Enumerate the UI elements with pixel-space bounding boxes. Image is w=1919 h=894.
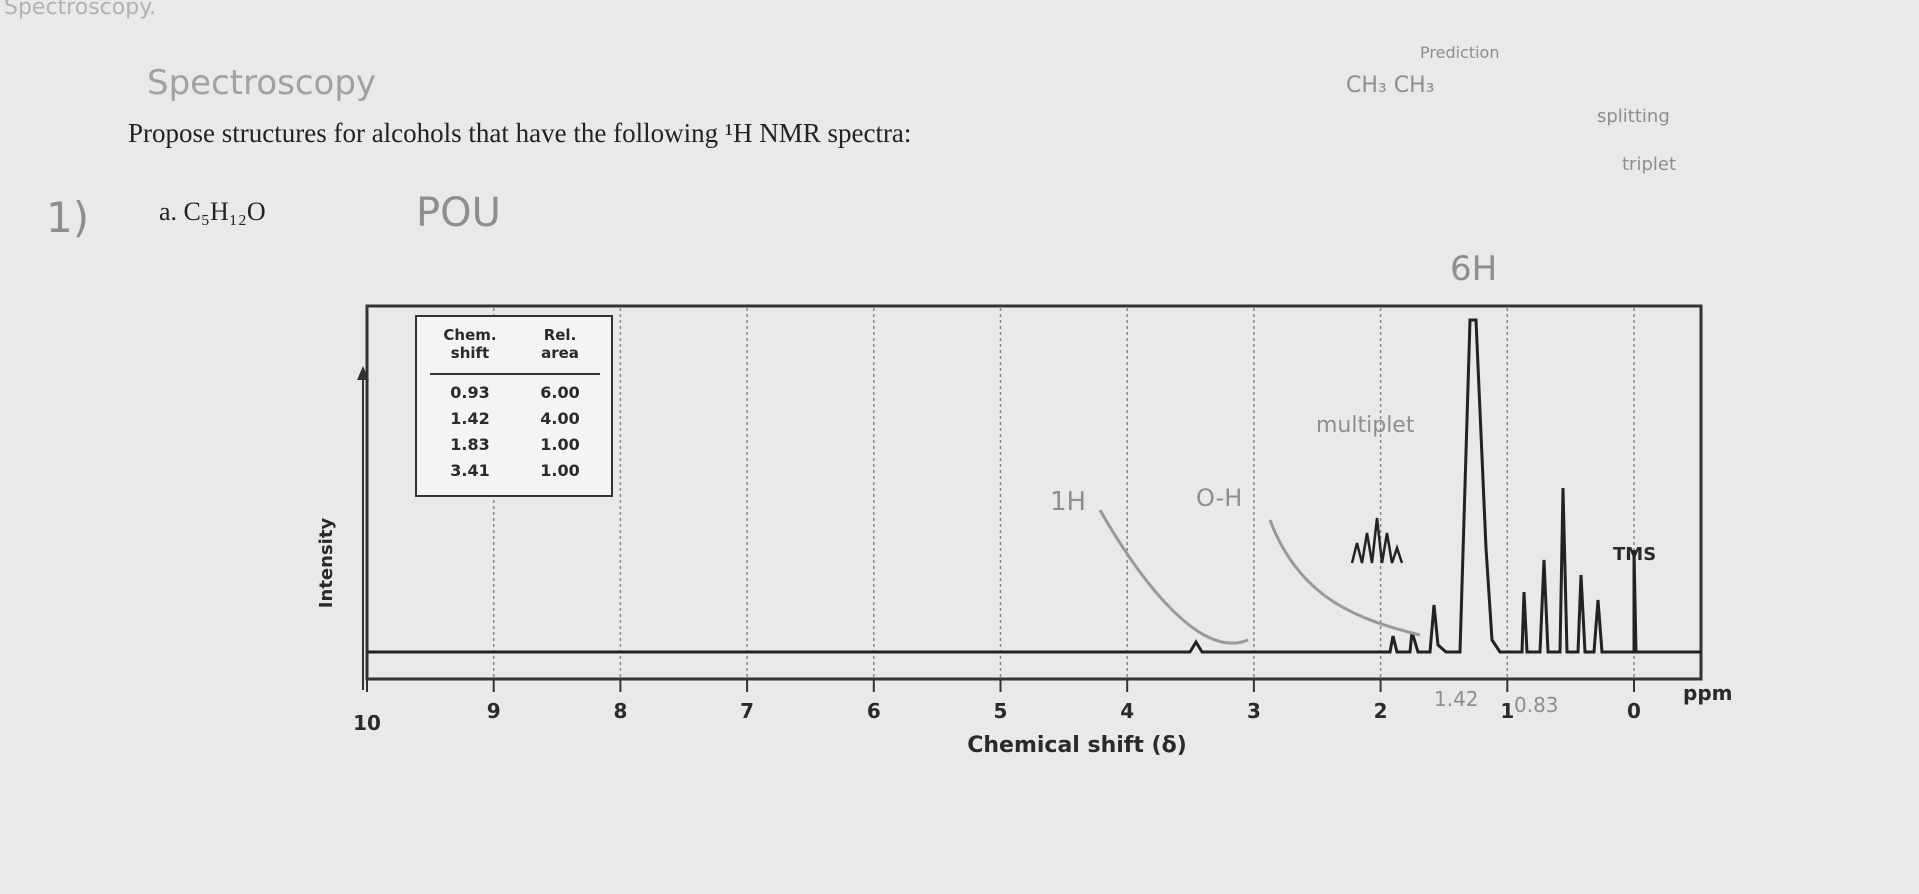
table-box	[415, 315, 613, 497]
annotation: O-H	[1196, 484, 1242, 512]
note: POU	[416, 190, 501, 236]
handwritten-title: Spectroscopy	[147, 63, 376, 103]
x-tick-label: 4	[1120, 699, 1134, 723]
table-cell: 1.83	[450, 435, 489, 454]
x-tick-label: 6	[867, 699, 881, 723]
table-cell: 3.41	[450, 461, 489, 480]
pencil-curve	[1268, 519, 1421, 637]
annotation: splitting	[1597, 106, 1670, 127]
header-word: Rel.	[544, 326, 577, 344]
annotation: 1.42	[1434, 687, 1479, 711]
unit: ppm	[1683, 681, 1732, 705]
faded-title: Spectroscopy.	[4, 0, 156, 20]
annotation: CH₃ CH₃	[1346, 73, 1434, 98]
annotation: Prediction	[1420, 43, 1499, 62]
table-cell: 4.00	[540, 409, 579, 428]
problem-label: a. C₅H₁₂O	[159, 197, 266, 226]
x-tick-label: 5	[994, 699, 1008, 723]
header-word: shift	[451, 344, 489, 362]
expansion-trace	[1350, 517, 1404, 564]
spectrum-trace	[367, 318, 1701, 654]
pencil-curve	[1098, 509, 1249, 645]
problem-number: 1)	[46, 193, 89, 242]
x-tick-label: 2	[1374, 699, 1388, 723]
annotation: 6H	[1450, 249, 1497, 289]
annotation: 0.83	[1514, 693, 1559, 717]
header-word: area	[541, 344, 579, 362]
y-label: Intensity	[316, 518, 337, 609]
x-tick-label: 3	[1247, 699, 1261, 723]
table-cell: 1.42	[450, 409, 489, 428]
table: Chem. shift Rel. area 0.93 6.00 1.42 4.00 1.83 1.…	[443, 326, 579, 480]
annotation: multiplet	[1316, 413, 1415, 438]
table-cell: 6.00	[540, 383, 579, 402]
annotation: triplet	[1622, 154, 1676, 175]
x-tick-label: 10	[353, 711, 381, 735]
x-tick-label: 1	[1500, 699, 1514, 723]
spectrum-frame	[365, 304, 1703, 681]
x-label: Chemical shift (δ)	[967, 733, 1187, 758]
annotation: 1H	[1050, 487, 1086, 517]
table-header: Chem. shift	[443, 326, 496, 362]
header-word: Chem.	[443, 326, 496, 344]
table-cell: 1.00	[540, 435, 579, 454]
table-header: Rel. area	[541, 326, 579, 362]
question: Propose structures for alcohols that hav…	[128, 118, 911, 148]
x-tick-label: 0	[1627, 699, 1641, 723]
x-tick-label: 7	[740, 699, 754, 723]
table-cell: 1.00	[540, 461, 579, 480]
arrow-head	[357, 366, 369, 380]
x-tick-label: 8	[613, 699, 627, 723]
x-tick-label: 9	[487, 699, 501, 723]
table-cell: 0.93	[450, 383, 489, 402]
